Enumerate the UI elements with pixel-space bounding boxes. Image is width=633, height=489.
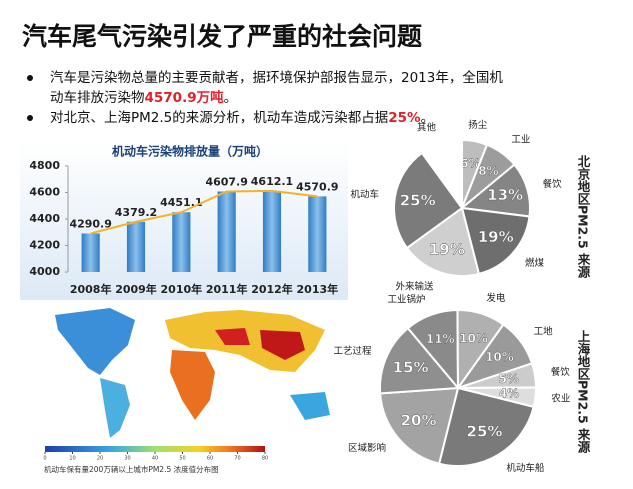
- pie-slice: [437, 386, 535, 467]
- data-label: 4451.1: [160, 196, 202, 209]
- y-tick-label: 4800: [29, 159, 60, 172]
- slice-category-label: 农业: [551, 393, 570, 405]
- slice-category-label: 工地: [534, 326, 554, 338]
- bullet-dot: [27, 75, 33, 81]
- data-label: 4607.9: [205, 175, 247, 188]
- x-tick-label: 2010年: [161, 282, 203, 296]
- bar: [81, 233, 100, 272]
- slice-value-label: 15%: [393, 358, 429, 376]
- data-label: 4290.9: [69, 217, 111, 230]
- slice-category-label: 区域影响: [348, 442, 386, 454]
- colorbar-tick-label: 60: [207, 456, 213, 462]
- bullet-text: 汽车是污染物总量的主要贡献者，据环境保护部报告显示，2013年，全国机: [50, 69, 503, 86]
- colorbar-tick-label: 80: [262, 456, 268, 462]
- pie-slice: [393, 151, 464, 250]
- colorbar-tick-label: 70: [234, 456, 240, 462]
- colorbar-tick-label: 10: [69, 456, 75, 462]
- bar: [217, 191, 236, 272]
- pie-slice: [420, 138, 463, 212]
- text-segment: 。: [224, 90, 238, 106]
- bullet-text: 对北京、上海PM2.5的来源分析，机动车造成污染都占据25%。: [50, 109, 434, 126]
- pie-slice: [460, 206, 531, 276]
- slice-value-label: 6%: [460, 156, 480, 170]
- slice-category-label: 机动车船: [506, 462, 545, 474]
- text-segment: 汽车是污染物总量的主要贡献者，据环境保护部报告显示，2013年，全国机: [50, 69, 503, 86]
- y-tick-label: 4600: [29, 186, 60, 199]
- slice-value-label: 25%: [467, 423, 503, 441]
- y-tick-label: 4400: [29, 212, 60, 225]
- slice-value-label: 10%: [485, 350, 514, 364]
- colorbar-tick-label: 50: [179, 456, 185, 462]
- slice-value-label: 8%: [478, 164, 498, 178]
- colorbar-tick-label: 30: [124, 456, 130, 462]
- x-tick-label: 2013年: [297, 282, 339, 296]
- bullet-dot: [27, 115, 33, 121]
- slice-value-label: 11%: [426, 332, 455, 346]
- pie-title: 北京地区PM2.5 来源: [576, 154, 591, 279]
- pie-title: 上海地区PM2.5 来源: [576, 329, 591, 454]
- bar: [172, 212, 191, 272]
- text-segment: 4570.9万吨: [145, 89, 225, 106]
- bar: [308, 196, 327, 272]
- colorbar-tick-label: 40: [152, 456, 158, 462]
- y-tick-label: 4200: [29, 239, 60, 252]
- text-segment: 25%: [388, 110, 421, 126]
- pie-slice: [379, 326, 461, 395]
- bar: [126, 221, 146, 272]
- colorbar-tick-label: 0: [43, 456, 46, 462]
- pie-slice: [405, 206, 481, 277]
- colorbar: [45, 446, 265, 452]
- slice-category-label: 燃煤: [525, 257, 545, 269]
- data-label: 4379.2: [115, 206, 157, 219]
- slice-category-label: 餐饮: [551, 366, 571, 378]
- text-segment: 动车排放污染物: [50, 89, 145, 106]
- slice-value-label: 4%: [499, 387, 519, 401]
- x-tick-label: 2011年: [206, 282, 248, 296]
- bullet-text: 动车排放污染物4570.9万吨。: [50, 89, 237, 106]
- slice-category-label: 扬尘: [468, 119, 488, 131]
- pie-slice: [459, 163, 531, 218]
- slice-category-label: 工艺过程: [333, 345, 372, 357]
- text-segment: 。: [421, 110, 435, 126]
- slice-category-label: 工业锅炉: [388, 293, 426, 305]
- y-tick-label: 4000: [29, 265, 60, 278]
- slide-title: 汽车尾气污染引发了严重的社会问题: [22, 22, 422, 51]
- slice-value-label: 20%: [401, 412, 437, 430]
- trend-line: [90, 189, 318, 235]
- slice-value-label: 25%: [400, 191, 436, 209]
- bar: [262, 190, 282, 272]
- slice-value-label: 13%: [487, 186, 523, 204]
- slice-category-label: 工业: [511, 135, 530, 146]
- data-label: 4612.1: [251, 175, 293, 188]
- slice-category-label: 外来输送: [396, 281, 435, 293]
- slice-category-label: 其他: [417, 122, 437, 134]
- x-tick-label: 2009年: [115, 282, 157, 296]
- world-map: [40, 302, 340, 440]
- slice-value-label: 19%: [429, 241, 465, 259]
- slice-value-label: 5%: [499, 372, 519, 386]
- slice-value-label: 10%: [459, 331, 488, 345]
- slice-category-label: 发电: [486, 292, 506, 304]
- slice-category-label: 机动车: [351, 188, 380, 200]
- data-label: 4570.9: [296, 180, 338, 193]
- x-tick-label: 2008年: [70, 282, 112, 296]
- x-tick-label: 2012年: [251, 282, 293, 296]
- slice-category-label: 餐饮: [543, 178, 563, 190]
- chart-title: 机动车污染物排放量（万吨）: [112, 144, 268, 159]
- pie-slice: [379, 386, 460, 465]
- text-segment: 对北京、上海PM2.5的来源分析，机动车造成污染都占据: [50, 109, 388, 126]
- slice-value-label: 19%: [478, 228, 514, 246]
- map-caption: 机动车保有量200万辆以上城市PM2.5 浓度值分布图: [44, 464, 219, 474]
- colorbar-tick-label: 20: [97, 456, 103, 462]
